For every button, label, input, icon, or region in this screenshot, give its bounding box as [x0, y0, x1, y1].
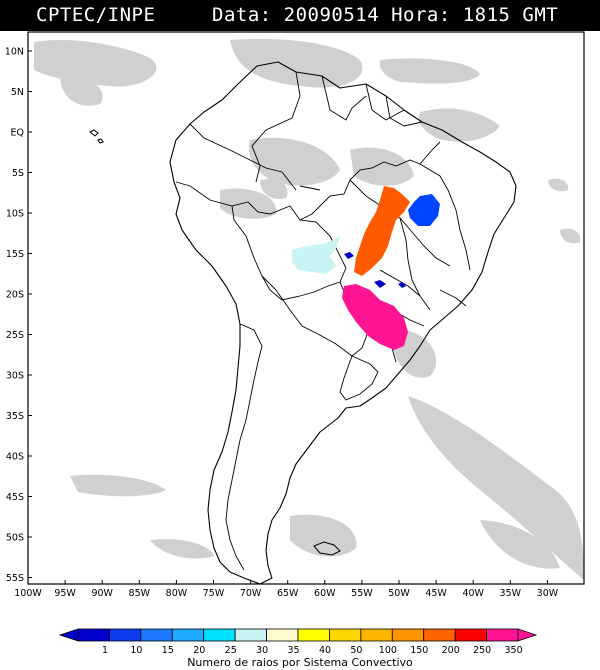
datetime-label: Data: 20090514 Hora: 1815 GMT: [212, 4, 559, 26]
lon-label: 75W: [203, 588, 225, 599]
lat-label: 45S: [6, 492, 24, 503]
colorbar-tick-label: 20: [193, 645, 205, 656]
lon-label: 50W: [388, 588, 410, 599]
colorbar-swatch: [140, 628, 173, 642]
colorbar-swatch: [297, 628, 330, 642]
colorbar-left-arrow: [58, 628, 79, 642]
colorbar-tick-label: 50: [350, 645, 362, 656]
lat-label: EQ: [11, 128, 24, 139]
colorbar-tick-label: 100: [379, 645, 397, 656]
lat-label: 30S: [6, 371, 24, 382]
colorbar-tick-label: 35: [288, 645, 300, 656]
lon-label: 60W: [314, 588, 336, 599]
colorbar-tick-label: 10: [130, 645, 142, 656]
system-orange: [354, 186, 410, 276]
colorbar-swatch: [234, 628, 267, 642]
lon-label: 80W: [166, 588, 188, 599]
lat-label: 50S: [6, 533, 24, 544]
colorbar-swatch: [360, 628, 393, 642]
map-border: [27, 31, 585, 585]
lat-label: 55S: [6, 573, 24, 584]
south-america-outline: [169, 61, 517, 584]
colorbar-swatch: [171, 628, 205, 642]
longitude-labels: 100W 95W 90W 85W 80W 75W 70W 65W 60W 55W 50W 45W 40W…: [14, 580, 559, 599]
lon-label: 40W: [462, 588, 484, 599]
lightning-systems: [292, 186, 440, 350]
colorbar-swatch: [391, 628, 425, 642]
lon-label: 35W: [500, 588, 522, 599]
system-light-cyan: [292, 236, 340, 274]
colorbar-swatch: [203, 628, 236, 642]
colorbar-swatch: [329, 628, 362, 642]
colorbar-swatch: [423, 628, 456, 642]
lat-label: 25S: [6, 330, 24, 341]
system-blue: [408, 194, 440, 226]
lat-label: 20S: [6, 290, 24, 301]
system-pink: [342, 284, 408, 350]
colorbar-title: Numero de raios por Sistema Convectivo: [187, 656, 413, 669]
lon-label: 70W: [240, 588, 262, 599]
colorbar-tick-label: 25: [225, 645, 237, 656]
system-dark-blue-a: [344, 252, 354, 259]
colorbar-tick-label: 250: [473, 645, 491, 656]
lon-label: 100W: [14, 588, 42, 599]
colorbar-swatch: [266, 628, 299, 642]
lat-label: 35S: [6, 411, 24, 422]
colorbar-tick-label: 1: [102, 645, 108, 656]
title-bar: CPTEC/INPE Data: 20090514 Hora: 1815 GMT: [0, 0, 600, 31]
colorbar-tick-label: 30: [256, 645, 268, 656]
lat-label: 15S: [6, 249, 24, 260]
latitude-labels: 10N 5N EQ 5S 10S 15S 20S 25S 30S 35S 40S 45S 50S 55S: [5, 47, 32, 584]
lon-label: 55W: [351, 588, 373, 599]
colorbar-right-arrow: [517, 628, 538, 642]
lon-label: 85W: [129, 588, 151, 599]
lon-label: 45W: [425, 588, 447, 599]
colorbar: 1 10 15 20 25 30 35 40 50 100 150 200 250 350: [58, 628, 538, 656]
system-dark-blue-c: [398, 282, 406, 288]
colorbar-tick-label: 40: [319, 645, 331, 656]
lon-label: 65W: [277, 588, 299, 599]
lat-label: 10S: [6, 209, 24, 220]
lat-label: 10N: [5, 47, 24, 58]
cloud-cover: [34, 38, 584, 580]
falkland-islands: [313, 541, 341, 556]
colorbar-swatch: [109, 628, 142, 642]
lat-label: 5S: [12, 168, 24, 179]
lon-label: 90W: [91, 588, 113, 599]
source-label: CPTEC/INPE: [36, 4, 156, 26]
colorbar-tick-label: 350: [505, 645, 523, 656]
colorbar-swatch: [454, 628, 487, 642]
lat-label: 40S: [6, 452, 24, 463]
lon-label: 95W: [54, 588, 76, 599]
lat-label: 5N: [11, 87, 24, 98]
colorbar-tick-label: 150: [410, 645, 428, 656]
lon-label: 30W: [537, 588, 559, 599]
galapagos: [89, 129, 104, 144]
colorbar-tick-label: 200: [442, 645, 460, 656]
colorbar-swatch: [77, 628, 110, 642]
colorbar-swatch: [486, 628, 519, 642]
system-dark-blue-b: [374, 280, 386, 288]
colorbar-tick-label: 15: [162, 645, 174, 656]
